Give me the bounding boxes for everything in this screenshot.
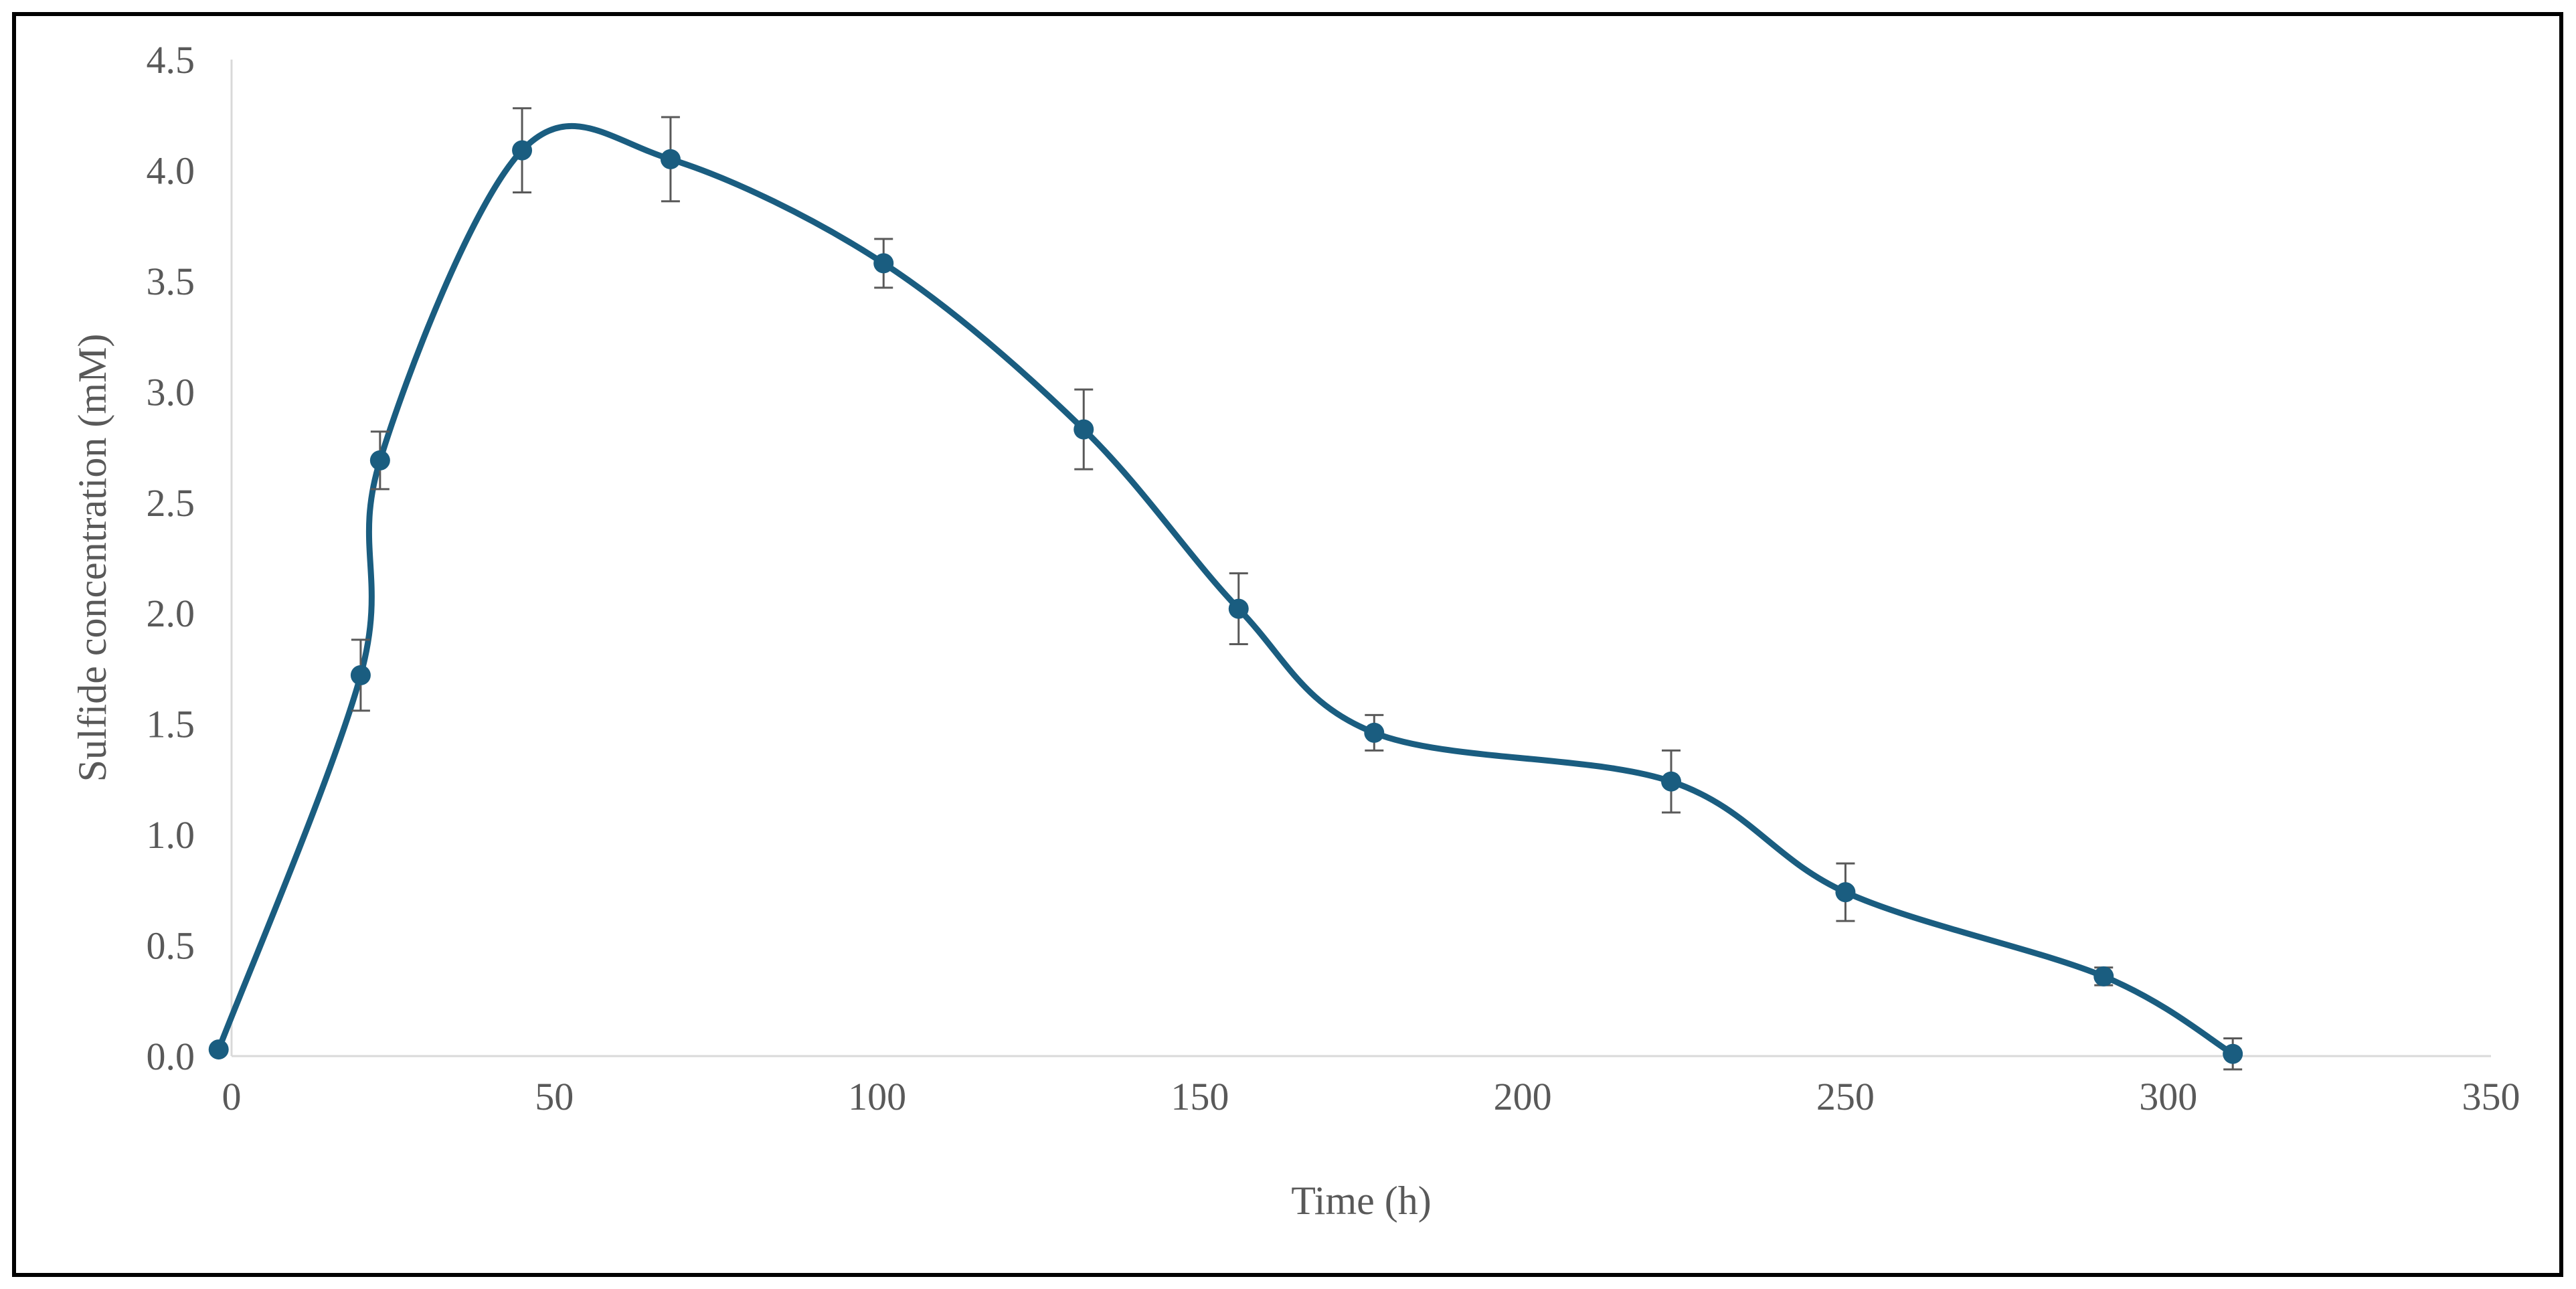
x-tick-label: 200 [1494,1075,1552,1118]
series-line [216,122,2235,1057]
x-tick-label: 300 [2139,1075,2197,1118]
axes: 0.0 0.5 1.0 1.5 2.0 2.5 3.0 3.5 4.0 4.5 0 50 100 150 2… [147,38,2520,1118]
data-point [2093,966,2114,986]
x-tick-label: 50 [535,1075,574,1118]
y-tick-label: 4.0 [147,149,195,192]
y-tick-label: 4.5 [147,38,195,82]
x-tick-label: 150 [1171,1075,1229,1118]
x-tick-label: 250 [1816,1075,1875,1118]
data-point [1074,419,1094,440]
data-point [1364,722,1385,743]
y-axis-title: Sulfide concentration (mM) [70,334,114,782]
data-point [1660,771,1681,792]
data-point [369,450,390,470]
data-point [1228,598,1249,619]
data-point [1835,882,1856,903]
y-tick-label: 0.0 [147,1035,195,1078]
data-point [2223,1043,2243,1064]
y-tick-label: 2.5 [147,481,195,525]
y-tick-label: 3.0 [147,370,195,414]
data-point [660,149,681,169]
data-point [873,253,894,274]
data-point [208,1039,229,1060]
y-tick-label: 2.0 [147,592,195,635]
x-tick-label: 350 [2462,1075,2520,1118]
x-tick-label: 0 [222,1075,242,1118]
data-point [512,140,533,161]
figure-frame [12,12,2563,1277]
y-tick-label: 1.0 [147,813,195,857]
y-tick-label: 3.5 [147,260,195,303]
x-axis-title: Time (h) [1291,1179,1431,1223]
x-tick-label: 100 [848,1075,906,1118]
series-marks [208,107,2243,1071]
data-point [350,665,371,685]
y-tick-label: 0.5 [147,924,195,968]
y-tick-label: 1.5 [147,703,195,746]
